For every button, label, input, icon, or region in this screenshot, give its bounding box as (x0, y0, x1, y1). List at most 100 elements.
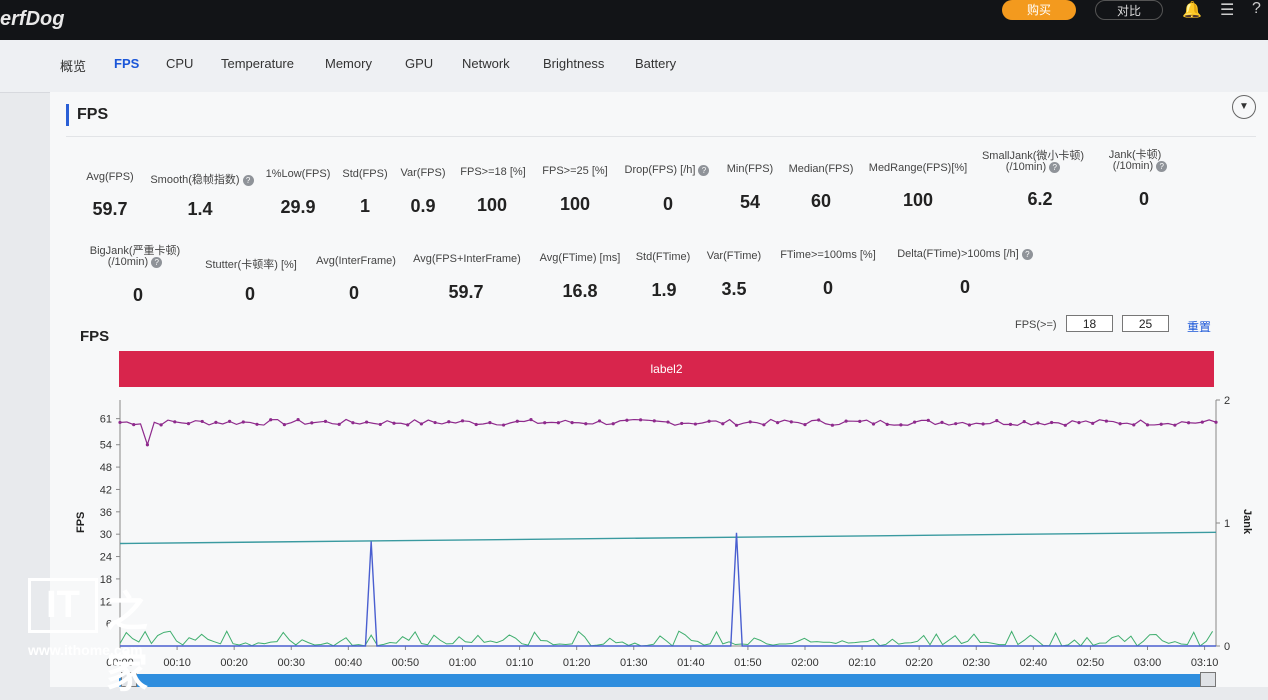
fps-point (584, 422, 588, 426)
help-icon[interactable]: ? (1021, 248, 1033, 260)
fps-panel (50, 92, 1268, 687)
fps-point (995, 419, 999, 423)
y-tick-label: 18 (100, 574, 112, 586)
x-tick-label: 00:00 (106, 657, 134, 669)
metric-label: Avg(FPS+InterFrame) (413, 253, 521, 265)
fps-point (488, 421, 492, 425)
help-icon[interactable]: ? (698, 164, 710, 176)
help-icon[interactable]: ? (1049, 161, 1061, 173)
metric-label: Jank(卡顿) (1108, 149, 1162, 161)
x-tick-label: 00:10 (163, 657, 191, 669)
metric-label: FPS>=25 [%] (542, 165, 608, 177)
x-tick-label: 01:10 (506, 657, 534, 669)
fps-point (652, 419, 656, 423)
metric-value: 100 (476, 195, 508, 215)
reset-button[interactable]: 重置 (1187, 320, 1212, 334)
tab-fps[interactable]: FPS (114, 56, 140, 71)
tab-overview[interactable]: 概览 (60, 59, 87, 74)
fps-point (625, 418, 629, 422)
fps-point (858, 419, 862, 424)
jank-series-line (120, 532, 1216, 647)
fps-point (1050, 420, 1054, 425)
timeline-scrollbar[interactable] (119, 674, 1214, 687)
fps-point (954, 422, 958, 426)
metric-value: 1 (359, 196, 370, 216)
metric-label-text: (/10min) (107, 256, 149, 268)
fps-point (1173, 423, 1177, 427)
fps-point (200, 419, 204, 424)
metric-value: 16.8 (562, 281, 598, 301)
fps-point (1091, 421, 1095, 425)
fps-point (433, 420, 437, 425)
metric-label-text: (/10min) (1005, 161, 1047, 173)
fps-point (1132, 423, 1136, 427)
metric-label-unit: (/10min) ? (1100, 160, 1180, 172)
tab-memory[interactable]: Memory (325, 56, 372, 71)
fps-point (885, 422, 889, 426)
tab-battery[interactable]: Battery (635, 56, 677, 71)
fps-point (474, 422, 478, 427)
fps-point (762, 423, 766, 427)
fps-point (502, 423, 506, 427)
watermark-glyph: 之家 (106, 588, 149, 696)
fps-point (282, 423, 286, 427)
scroll-handle-right[interactable] (1200, 672, 1216, 687)
fps-point (693, 422, 698, 426)
metrics-tab-bar: 概览 FPS CPU Temperature Memory GPU Networ… (0, 40, 1268, 93)
metric-value: 6.2 (1027, 189, 1053, 209)
metric-value: 0 (959, 277, 970, 297)
help-icon[interactable]: ? (151, 256, 163, 268)
help-icon[interactable]: ? (1156, 160, 1168, 172)
fps-point (748, 420, 752, 424)
y-tick-label: 12 (100, 596, 112, 608)
fps-point (1118, 422, 1122, 426)
fps-point (214, 420, 218, 424)
tab-temperature[interactable]: Temperature (221, 56, 294, 71)
x-tick-label: 00:40 (335, 657, 363, 669)
tab-cpu[interactable]: CPU (166, 56, 194, 71)
fps-point (159, 423, 163, 427)
x-tick-label: 01:40 (677, 657, 705, 669)
x-tick-label: 02:00 (791, 657, 819, 669)
fps-point (145, 443, 149, 447)
metric-label: Var(FPS) (400, 167, 446, 179)
threshold-input-1[interactable]: 18 (1066, 315, 1113, 332)
tab-brightness[interactable]: Brightness (543, 56, 605, 71)
compare-button[interactable]: 对比 (1095, 0, 1163, 20)
bell-icon[interactable]: 🔔 (1182, 2, 1202, 19)
fps-point (460, 419, 465, 423)
x-tick-label: 03:10 (1191, 657, 1219, 669)
app-logo: erfDog (0, 8, 65, 30)
fps-point (611, 422, 615, 426)
threshold-input-2[interactable]: 25 (1122, 315, 1169, 332)
fps-point (296, 418, 300, 422)
fps-point (967, 423, 972, 427)
x-tick-label: 02:40 (1020, 657, 1048, 669)
fps-point (680, 421, 684, 426)
collapse-chevron-icon[interactable]: ▼ (1232, 95, 1256, 119)
interframe-series-line (119, 630, 1213, 647)
fps-point (323, 419, 328, 423)
metric-label-text: Delta(FTime)>100ms [/h] (897, 248, 1019, 260)
buy-button[interactable]: 购买 (1002, 0, 1076, 20)
tab-gpu[interactable]: GPU (405, 56, 434, 71)
fps-point (186, 422, 191, 426)
y-tick-label: 24 (100, 552, 112, 564)
tab-network[interactable]: Network (462, 56, 510, 71)
metric-label: FTime>=100ms [%] (780, 249, 876, 261)
label-bar[interactable]: label2 (119, 351, 1214, 387)
menu-icon[interactable]: ☰ (1220, 2, 1235, 19)
fps-point (899, 423, 903, 427)
x-tick-label: 02:30 (962, 657, 990, 669)
metric-value: 0 (348, 283, 359, 303)
metric-label: 1%Low(FPS) (265, 168, 331, 180)
metric-value: 54 (739, 192, 761, 212)
help-icon[interactable]: ? (242, 174, 254, 186)
help-icon[interactable]: ? (1252, 0, 1261, 17)
metric-label: Avg(FPS) (86, 171, 134, 183)
fps-point (351, 421, 355, 425)
fps-point (926, 418, 930, 422)
chart-title: FPS (80, 328, 110, 345)
metric-value: 0 (662, 194, 673, 214)
